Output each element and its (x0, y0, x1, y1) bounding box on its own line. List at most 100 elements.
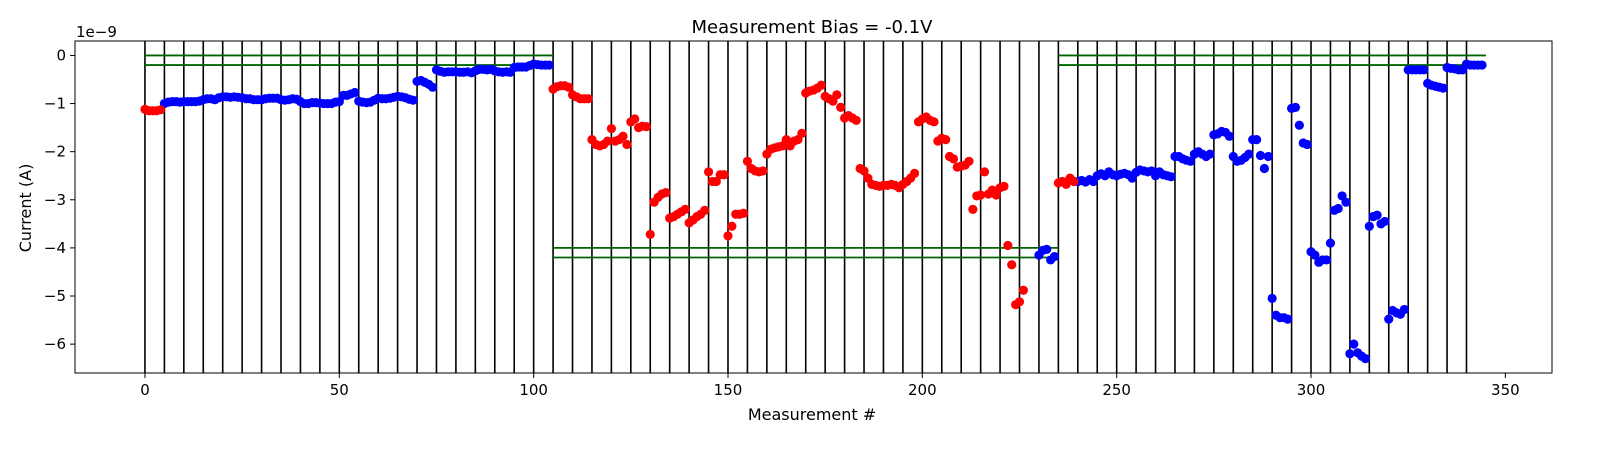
red-point (583, 94, 593, 104)
chart-title: Measurement Bias = -0.1V (691, 17, 933, 38)
red-point (991, 190, 1001, 200)
x-tick-label: 150 (714, 381, 743, 399)
y-offset-label: 1e−9 (76, 23, 117, 41)
blue-point (1438, 83, 1448, 93)
y-tick-label: −2 (44, 143, 66, 161)
blue-point (427, 82, 438, 92)
blue-point (1205, 149, 1215, 159)
red-point (941, 135, 951, 145)
axes-frame (74, 40, 1553, 374)
blue-point (1477, 60, 1487, 70)
blue-point (1302, 139, 1312, 150)
red-point (1018, 285, 1028, 295)
red-point (622, 139, 632, 150)
red-point (630, 114, 640, 124)
red-point (964, 156, 974, 166)
blue-point (1259, 163, 1269, 174)
red-point (1014, 297, 1025, 307)
red-point (1003, 240, 1013, 251)
blue-point (1166, 172, 1176, 182)
red-point (680, 204, 690, 215)
red-point (999, 181, 1009, 191)
blue-point (1244, 149, 1254, 159)
red-point (738, 208, 749, 218)
red-point (703, 167, 714, 177)
red-point (909, 168, 920, 178)
blue-point (1384, 314, 1394, 324)
blue-point (350, 87, 360, 98)
blue-point (1419, 65, 1429, 75)
red-point (859, 166, 869, 176)
red-point (832, 90, 842, 100)
red-point (797, 128, 807, 138)
blue-point (1185, 156, 1196, 166)
x-tick-label: 200 (908, 381, 937, 399)
x-tick-label: 350 (1491, 381, 1520, 399)
red-point (711, 176, 721, 187)
x-tick-label: 0 (140, 381, 150, 399)
blue-point (1290, 102, 1301, 112)
y-axis-label: Current (A) (16, 164, 35, 253)
blue-point (408, 95, 418, 105)
red-point (719, 170, 729, 180)
x-tick-label: 250 (1102, 381, 1131, 399)
blue-point (1345, 349, 1355, 359)
red-point (727, 221, 737, 231)
blue-point (1333, 203, 1343, 214)
blue-point (1263, 151, 1273, 162)
red-point (564, 82, 574, 92)
x-axis-label: Measurement # (748, 405, 876, 424)
blue-point (1399, 304, 1409, 315)
blue-point (544, 60, 554, 70)
blue-point (1341, 197, 1351, 207)
blue-point (1049, 251, 1060, 262)
red-point (645, 229, 655, 240)
red-point (1007, 260, 1017, 270)
red-point (602, 136, 613, 146)
red-point (1069, 176, 1079, 187)
red-point (816, 80, 826, 90)
red-point (618, 131, 628, 141)
blue-point (1364, 221, 1374, 231)
blue-point (1294, 120, 1304, 130)
y-tick-label: −3 (44, 191, 66, 209)
red-point (742, 156, 753, 166)
blue-point (1349, 339, 1359, 349)
blue-point (1255, 150, 1266, 161)
red-point (948, 154, 959, 164)
red-point (661, 187, 671, 198)
blue-point (1283, 314, 1293, 324)
y-tick-label: −5 (44, 287, 66, 305)
red-point (723, 231, 733, 241)
red-point (606, 123, 616, 134)
blue-point (1267, 293, 1277, 304)
blue-point (1325, 238, 1336, 248)
y-tick-label: −4 (44, 239, 66, 257)
red-point (851, 115, 861, 125)
blue-point (1372, 210, 1382, 220)
y-tick-label: −1 (44, 95, 66, 113)
blue-point (1310, 250, 1320, 260)
y-tick-label: −6 (44, 335, 66, 353)
red-point (929, 117, 939, 127)
red-point (968, 204, 978, 215)
blue-point (1321, 255, 1332, 265)
red-point (836, 102, 846, 112)
plot-area: 0 50 100 150 200 250 300 350 0 −1 −2 −3 −4 −5 −6 (44, 40, 1553, 399)
blue-point (1380, 216, 1390, 227)
red-point (758, 166, 768, 176)
blue-point (1224, 131, 1234, 141)
red-point (700, 205, 710, 215)
red-point (641, 122, 651, 132)
red-point (155, 105, 166, 115)
y-tick-label: 0 (56, 46, 66, 64)
blue-point (1252, 135, 1262, 145)
blue-point (1042, 244, 1052, 254)
red-point (979, 167, 990, 177)
red-point (976, 190, 986, 200)
x-tick-label: 300 (1297, 381, 1326, 399)
x-tick-label: 100 (519, 381, 548, 399)
x-tick-label: 50 (330, 381, 349, 399)
blue-point (1360, 353, 1371, 364)
